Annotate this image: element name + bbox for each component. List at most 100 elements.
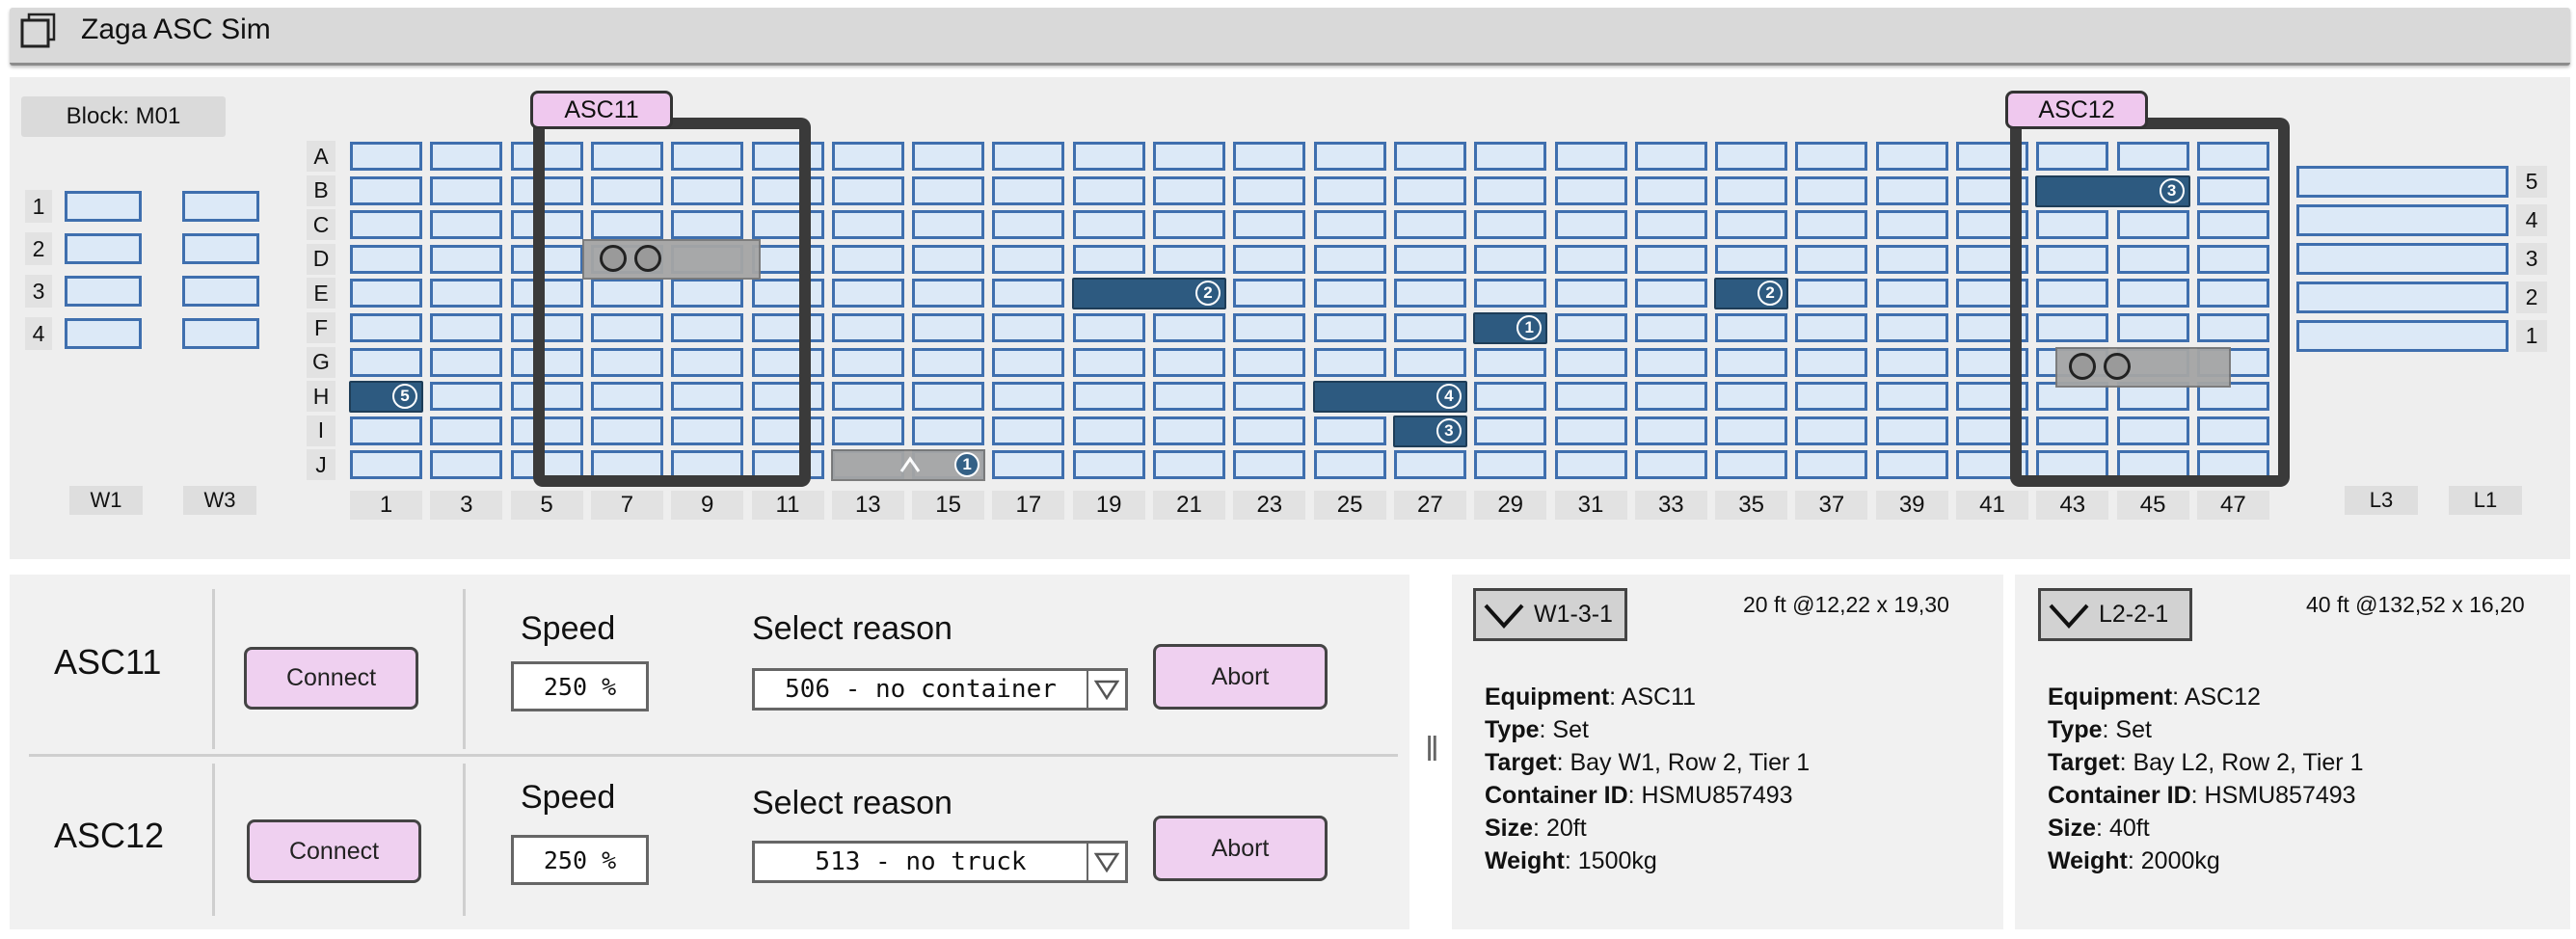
yard-slot[interactable]: [430, 142, 503, 171]
stacked-container[interactable]: 3: [2035, 174, 2190, 207]
crane-tag[interactable]: ASC11: [530, 91, 673, 129]
yard-slot[interactable]: [1634, 382, 1707, 412]
yard-slot[interactable]: [590, 210, 663, 240]
stacked-container[interactable]: 4: [1312, 381, 1467, 414]
yard-slot[interactable]: [430, 244, 503, 274]
yard-slot[interactable]: [1233, 244, 1306, 274]
yard-slot[interactable]: [2036, 244, 2109, 274]
job-tag-toggle[interactable]: L2-2-1: [2038, 588, 2192, 641]
yard-slot[interactable]: [671, 142, 744, 171]
yard-slot[interactable]: [912, 416, 985, 445]
yard-slot[interactable]: [430, 313, 503, 342]
yard-slot[interactable]: [1634, 142, 1707, 171]
asc12-speed-input[interactable]: 250 %: [511, 835, 649, 885]
yard-slot[interactable]: [1233, 279, 1306, 309]
yard-slot[interactable]: [430, 175, 503, 205]
yard-slot[interactable]: [1554, 279, 1627, 309]
yard-slot[interactable]: [2116, 142, 2189, 171]
yard-slot[interactable]: [2196, 279, 2269, 309]
yard-slot[interactable]: [1072, 313, 1145, 342]
yard-slot[interactable]: [510, 244, 583, 274]
waterside-slot[interactable]: [182, 276, 259, 307]
yard-slot[interactable]: [1875, 142, 1948, 171]
yard-slot[interactable]: [1875, 347, 1948, 377]
crane-frame[interactable]: [2010, 118, 2290, 487]
yard-slot[interactable]: [1153, 313, 1225, 342]
yard-slot[interactable]: [1715, 382, 1788, 412]
yard-slot[interactable]: [671, 382, 744, 412]
yard-slot[interactable]: [1072, 244, 1145, 274]
yard-slot[interactable]: [992, 175, 1065, 205]
yard-slot[interactable]: [992, 313, 1065, 342]
yard-slot[interactable]: [992, 382, 1065, 412]
asc11-speed-input[interactable]: 250 %: [511, 661, 649, 711]
yard-slot[interactable]: [1795, 279, 1868, 309]
yard-slot[interactable]: [1313, 142, 1386, 171]
moving-container[interactable]: 1: [830, 449, 986, 482]
asc11-connect-button[interactable]: Connect: [244, 647, 418, 710]
yard-slot[interactable]: [1313, 313, 1386, 342]
yard-slot[interactable]: [751, 313, 824, 342]
yard-slot[interactable]: [1634, 416, 1707, 445]
landside-slot[interactable]: [2296, 204, 2509, 236]
yard-slot[interactable]: [2196, 175, 2269, 205]
yard-slot[interactable]: [2116, 244, 2189, 274]
yard-slot[interactable]: [1875, 279, 1948, 309]
yard-slot[interactable]: [1072, 142, 1145, 171]
yard-slot[interactable]: [350, 279, 422, 309]
yard-slot[interactable]: [2116, 450, 2189, 480]
yard-slot[interactable]: [2036, 142, 2109, 171]
yard-slot[interactable]: [1393, 244, 1466, 274]
yard-slot[interactable]: [831, 416, 904, 445]
yard-slot[interactable]: [831, 210, 904, 240]
yard-slot[interactable]: [1715, 347, 1788, 377]
yard-slot[interactable]: [1474, 244, 1547, 274]
crane-frame[interactable]: [533, 118, 811, 487]
yard-slot[interactable]: [1554, 142, 1627, 171]
yard-slot[interactable]: [1634, 244, 1707, 274]
yard-slot[interactable]: [912, 142, 985, 171]
yard-slot[interactable]: [1554, 175, 1627, 205]
yard-slot[interactable]: [1634, 313, 1707, 342]
waterside-slot[interactable]: [182, 191, 259, 222]
yard-slot[interactable]: [1313, 416, 1386, 445]
yard-slot[interactable]: [1474, 142, 1547, 171]
yard-slot[interactable]: [751, 175, 824, 205]
waterside-slot[interactable]: [182, 318, 259, 349]
landside-slot[interactable]: [2296, 243, 2509, 275]
yard-slot[interactable]: [1233, 416, 1306, 445]
yard-slot[interactable]: [1474, 382, 1547, 412]
asc12-connect-button[interactable]: Connect: [247, 819, 421, 883]
yard-slot[interactable]: [1795, 382, 1868, 412]
landside-slot[interactable]: [2296, 320, 2509, 352]
yard-slot[interactable]: [1795, 416, 1868, 445]
yard-slot[interactable]: [1795, 210, 1868, 240]
yard-slot[interactable]: [831, 175, 904, 205]
yard-slot[interactable]: [510, 142, 583, 171]
yard-slot[interactable]: [1313, 175, 1386, 205]
yard-slot[interactable]: [430, 416, 503, 445]
yard-slot[interactable]: [510, 347, 583, 377]
landside-slot[interactable]: [2296, 282, 2509, 313]
yard-slot[interactable]: [350, 313, 422, 342]
yard-slot[interactable]: [2116, 313, 2189, 342]
yard-slot[interactable]: [671, 210, 744, 240]
yard-slot[interactable]: [1233, 450, 1306, 480]
asc12-reason-select[interactable]: 513 - no truck: [752, 841, 1128, 883]
yard-slot[interactable]: [831, 347, 904, 377]
yard-slot[interactable]: [1554, 416, 1627, 445]
yard-slot[interactable]: [1795, 313, 1868, 342]
yard-slot[interactable]: [590, 450, 663, 480]
yard-slot[interactable]: [2116, 279, 2189, 309]
yard-slot[interactable]: [1474, 210, 1547, 240]
yard-slot[interactable]: [671, 347, 744, 377]
yard-slot[interactable]: [510, 210, 583, 240]
yard-slot[interactable]: [1875, 210, 1948, 240]
yard-slot[interactable]: [1554, 313, 1627, 342]
yard-slot[interactable]: [671, 175, 744, 205]
yard-slot[interactable]: [510, 382, 583, 412]
yard-slot[interactable]: [510, 416, 583, 445]
yard-slot[interactable]: [2036, 416, 2109, 445]
yard-slot[interactable]: [2116, 210, 2189, 240]
yard-slot[interactable]: [1715, 416, 1788, 445]
